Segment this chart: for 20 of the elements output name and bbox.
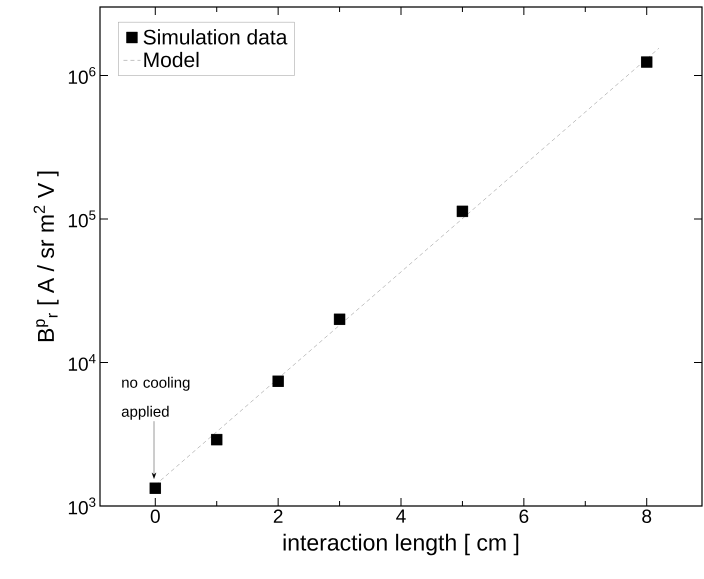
point (641, 56, 652, 68)
x-tick-label: 6 (520, 510, 528, 523)
point (272, 376, 284, 387)
point (334, 314, 346, 325)
legend-label: Model (144, 52, 198, 68)
x-tick-label: 4 (396, 510, 406, 523)
point (150, 482, 161, 494)
y-tick-label: 10$^{5}$ (68, 210, 96, 228)
legend-label: Simulation data (144, 29, 288, 45)
x-axis-title: interaction length [ cm ] (284, 534, 518, 556)
x-tick-label: 8 (642, 510, 652, 523)
point (211, 434, 222, 446)
x-tick-label: 0 (150, 510, 160, 523)
annotation: no cooling applied (122, 376, 190, 420)
point (456, 206, 468, 218)
y-tick-label: 10$^{4}$ (68, 354, 96, 371)
y-tick-label: 10$^{3}$ (68, 498, 96, 514)
x-tick-label: 2 (274, 510, 282, 523)
y-tick-label: 10$^{6}$ (68, 66, 96, 84)
y-axis-title: B$^{p}$$_{r}$ [ A / sr m$^{2}$ V ] (34, 172, 59, 342)
